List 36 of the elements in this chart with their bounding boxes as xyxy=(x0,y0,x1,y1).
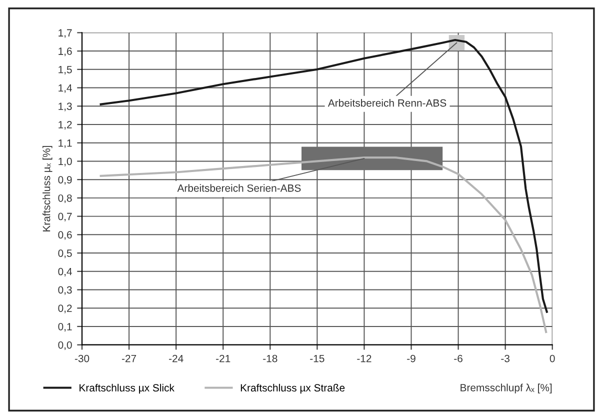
legend-label: Kraftschluss µx Slick xyxy=(80,384,174,394)
x-tick-label: -21 xyxy=(216,354,230,362)
x-tick-label: -30 xyxy=(74,354,90,362)
x-tick-label: -3 xyxy=(501,354,510,362)
y-tick-label: 1,7 xyxy=(58,29,72,38)
y-axis-title: Kraftschluss µₓ [%] xyxy=(42,146,52,232)
x-tick-label: -18 xyxy=(263,354,278,362)
x-tick-label: -6 xyxy=(454,354,462,362)
y-tick-label: 1,1 xyxy=(58,139,72,148)
y-tick-label: 1,0 xyxy=(58,158,72,166)
line-series xyxy=(100,156,548,334)
y-tick-label: 0,1 xyxy=(58,322,72,332)
y-tick-label: 1,5 xyxy=(58,66,72,75)
y-tick-label: 0,8 xyxy=(58,194,72,204)
y-tick-label: 0,3 xyxy=(58,286,72,295)
y-tick-label: 1,3 xyxy=(58,102,72,112)
y-tick-label: 0,5 xyxy=(58,250,72,258)
y-tick-label: 1,2 xyxy=(58,120,72,130)
y-tick-label: 0,9 xyxy=(58,176,72,185)
x-axis-title: Bremsschlupf λₓ [%] xyxy=(460,384,552,394)
y-tick-label: 1,4 xyxy=(58,84,72,93)
annotation: Arbeitsbereich Renn-ABS xyxy=(328,99,446,107)
y-tick-label: 0,7 xyxy=(58,212,72,222)
y-tick-label: 0,6 xyxy=(58,231,72,240)
annotation: Arbeitsbereich Serien-ABS xyxy=(177,184,301,192)
x-tick-label: 0 xyxy=(550,354,555,362)
x-tick-label: -9 xyxy=(407,354,416,362)
x-tick-label: -15 xyxy=(310,354,324,362)
y-tick-label: 0,2 xyxy=(58,304,72,314)
x-tick-label: -24 xyxy=(169,354,184,362)
y-tick-label: 0,0 xyxy=(58,341,72,350)
legend-label: Kraftschluss µx Straße xyxy=(240,384,345,394)
y-tick-label: 1,6 xyxy=(58,48,72,56)
x-tick-label: -12 xyxy=(357,354,372,362)
y-tick-label: 0,4 xyxy=(58,268,72,276)
x-tick-label: -27 xyxy=(122,354,136,362)
